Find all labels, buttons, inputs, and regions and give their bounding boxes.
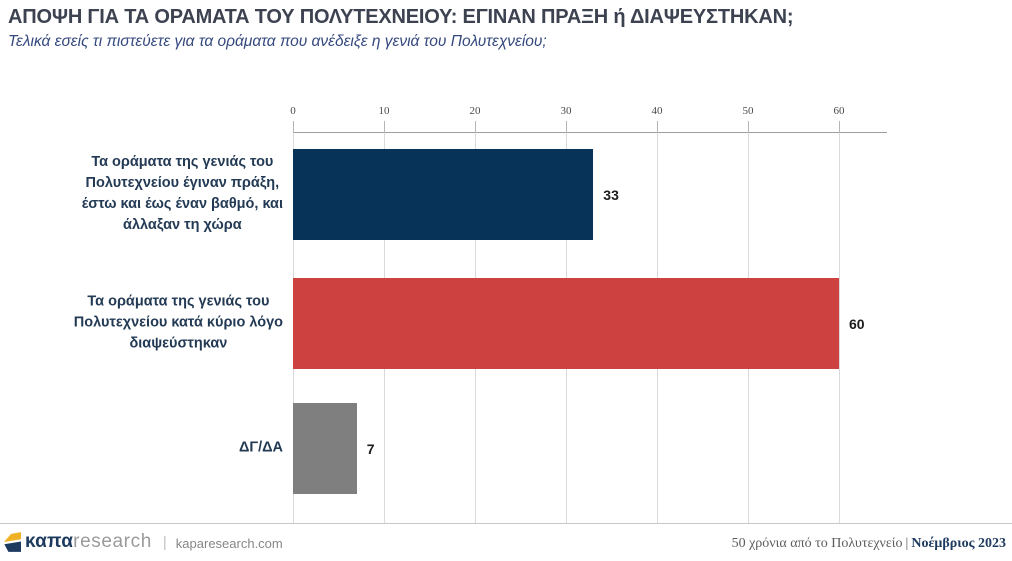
x-tick-label-20: 20 xyxy=(469,105,481,117)
x-tick-label-50: 50 xyxy=(742,105,754,117)
x-tick-label-30: 30 xyxy=(560,105,572,117)
tick-mark-x-60 xyxy=(839,121,840,133)
brand-separator: | xyxy=(162,533,167,551)
tick-mark-x-40 xyxy=(657,121,658,133)
tick-mark-x-50 xyxy=(748,121,749,133)
brand-name-kapa: καπα xyxy=(25,531,74,552)
tick-mark-x-30 xyxy=(566,121,567,133)
footer: καπα research | kaparesearch.com 50 χρόνι… xyxy=(0,523,1012,561)
bar-2 xyxy=(293,403,357,494)
tick-mark-x-0 xyxy=(293,121,294,133)
page-subtitle: Τελικά εσείς τι πιστεύετε για τα οράματα… xyxy=(8,33,547,50)
gridline-x-60 xyxy=(839,133,840,524)
x-tick-label-0: 0 xyxy=(290,105,296,117)
survey-name: 50 χρόνια από το Πολυτεχνείο xyxy=(731,536,903,551)
x-tick-label-40: 40 xyxy=(651,105,663,117)
bar-1 xyxy=(293,278,839,369)
brand-website: kaparesearch.com xyxy=(175,535,283,551)
bar-0 xyxy=(293,149,594,240)
survey-date: Νοέμβριος 2023 xyxy=(911,536,1006,551)
tick-mark-x-20 xyxy=(475,121,476,133)
category-label-0: Τα οράματα της γενιάς του Πολυτεχνείου έ… xyxy=(81,153,283,233)
page-title: ΑΠΟΨΗ ΓΙΑ ΤΑ ΟΡΑΜΑΤΑ ΤΟΥ ΠΟΛΥΤΕΧΝΕΙΟΥ: Ε… xyxy=(8,6,794,28)
category-label-1: Τα οράματα της γενιάς του Πολυτεχνείου κ… xyxy=(73,293,283,351)
kapa-research-logo: καπα research | kaparesearch.com xyxy=(3,531,283,553)
tick-mark-x-10 xyxy=(384,121,385,133)
bar-chart-plot-area: 0 10 20 30 40 50 60 33 60 7 xyxy=(290,105,887,524)
category-label-2: ΔΓ/ΔΑ xyxy=(238,439,283,455)
x-tick-label-10: 10 xyxy=(378,105,390,117)
bar-value-label-0: 33 xyxy=(603,186,619,203)
brand-name-research: research xyxy=(73,531,152,552)
bar-value-label-1: 60 xyxy=(849,315,865,332)
survey-info: 50 χρόνια από το Πολυτεχνείο | Νοέμβριος 2… xyxy=(732,536,1006,552)
kapa-research-logo-icon xyxy=(3,532,21,552)
survey-separator: | xyxy=(905,536,909,551)
x-tick-label-60: 60 xyxy=(833,105,845,117)
bar-value-label-2: 7 xyxy=(366,440,375,457)
